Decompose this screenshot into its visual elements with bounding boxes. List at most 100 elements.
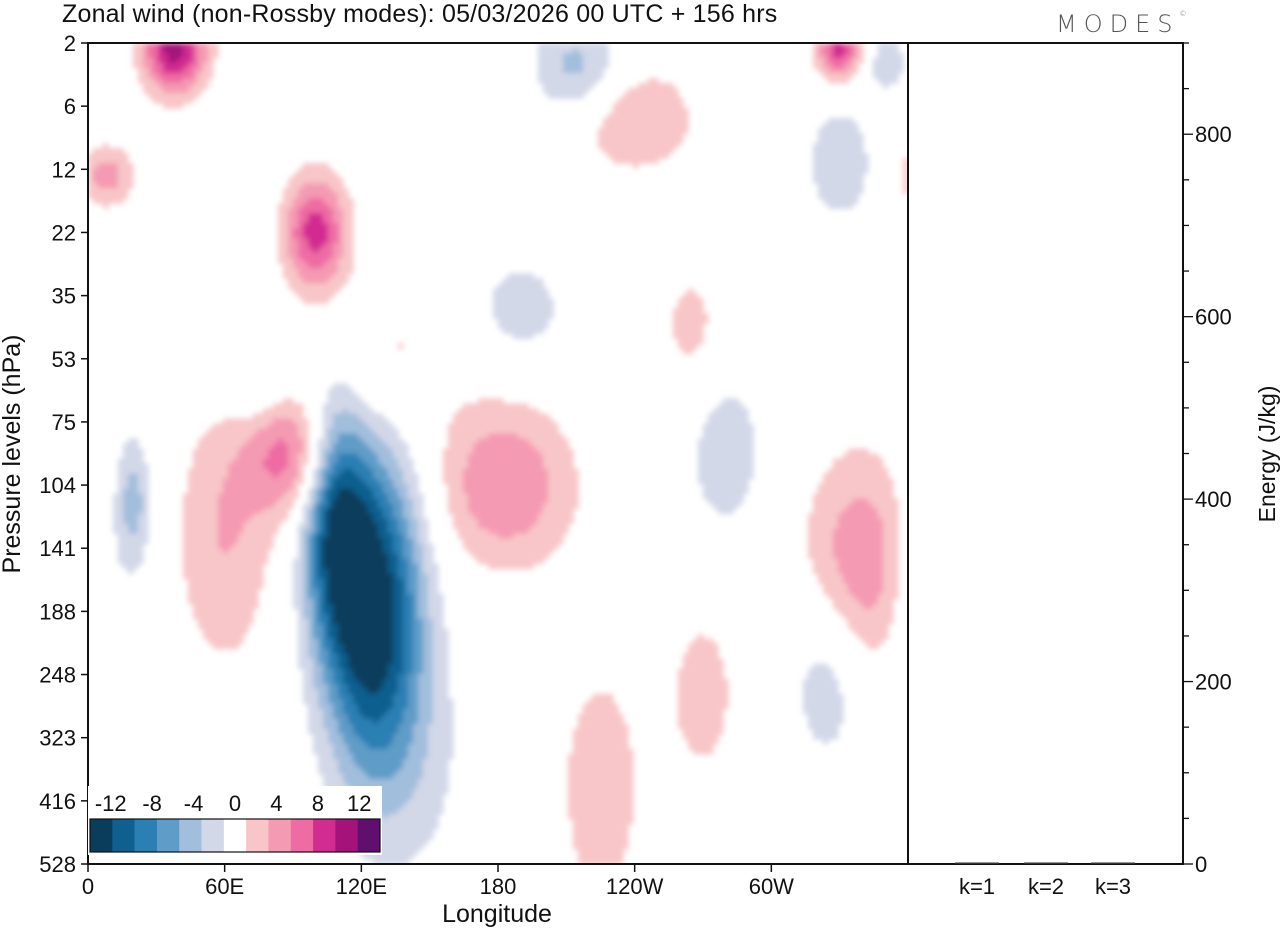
- field-cell: [478, 423, 484, 430]
- field-cell: [868, 593, 874, 600]
- field-cell: [88, 163, 94, 169]
- field-cell: [193, 543, 199, 550]
- field-cell: [523, 553, 529, 560]
- field-cell: [203, 553, 209, 560]
- field-cell: [703, 313, 709, 319]
- field-cell: [643, 138, 649, 144]
- field-cell: [663, 83, 669, 89]
- field-cell: [733, 418, 739, 425]
- field-cell: [228, 513, 234, 520]
- field-cell: [348, 428, 354, 435]
- field-cell: [298, 548, 304, 555]
- field-cell: [863, 488, 869, 495]
- field-cell: [403, 593, 409, 600]
- field-cell: [673, 328, 679, 334]
- field-cell: [598, 73, 604, 79]
- field-cell: [628, 93, 634, 99]
- field-cell: [353, 473, 359, 480]
- field-cell: [338, 233, 344, 239]
- field-cell: [868, 563, 874, 570]
- field-cell: [393, 513, 399, 520]
- field-cell: [273, 438, 279, 445]
- field-cell: [268, 423, 274, 430]
- field-cell: [503, 538, 509, 545]
- field-cell: [743, 413, 749, 420]
- field-cell: [313, 238, 319, 244]
- field-cell: [433, 583, 439, 590]
- field-cell: [813, 538, 819, 545]
- field-cell: [413, 568, 419, 575]
- field-cell: [288, 183, 294, 189]
- field-cell: [493, 418, 499, 425]
- field-cell: [168, 73, 174, 79]
- field-cell: [328, 598, 334, 605]
- field-cell: [318, 573, 324, 580]
- field-cell: [208, 563, 214, 570]
- field-cell: [113, 153, 119, 159]
- field-cell: [743, 438, 749, 445]
- field-cell: [873, 58, 879, 64]
- field-cell: [523, 448, 529, 455]
- field-cell: [668, 138, 674, 144]
- field-cell: [508, 273, 514, 279]
- field-cell: [453, 503, 459, 510]
- field-cell: [228, 608, 234, 615]
- field-cell: [323, 433, 329, 440]
- field-cell: [328, 183, 334, 189]
- field-cell: [348, 488, 354, 495]
- field-cell: [843, 63, 849, 69]
- field-cell: [873, 568, 879, 575]
- field-cell: [418, 548, 424, 555]
- field-cell: [373, 463, 379, 470]
- field-cell: [858, 583, 864, 590]
- field-cell: [213, 428, 219, 435]
- field-cell: [218, 543, 224, 550]
- field-cell: [223, 453, 229, 460]
- field-cell: [678, 343, 684, 349]
- field-cell: [303, 578, 309, 585]
- field-cell: [343, 603, 349, 610]
- field-cell: [468, 453, 474, 460]
- field-cell: [663, 123, 669, 129]
- field-cell: [188, 598, 194, 605]
- field-cell: [863, 563, 869, 570]
- field-cell: [493, 518, 499, 525]
- field-cell: [133, 518, 139, 525]
- field-cell: [598, 63, 604, 69]
- field-cell: [478, 503, 484, 510]
- field-cell: [543, 298, 549, 304]
- field-cell: [343, 193, 349, 199]
- field-cell: [208, 608, 214, 615]
- field-cell: [343, 453, 349, 460]
- field-cell: [623, 93, 629, 99]
- field-cell: [863, 493, 869, 500]
- field-cell: [493, 548, 499, 555]
- field-cell: [333, 508, 339, 515]
- field-cell: [323, 438, 329, 445]
- field-cell: [338, 218, 344, 224]
- field-cell: [343, 523, 349, 530]
- field-cell: [208, 53, 214, 59]
- field-cell: [493, 303, 499, 309]
- field-cell: [323, 413, 329, 420]
- field-cell: [553, 423, 559, 430]
- field-cell: [303, 223, 309, 229]
- field-cell: [393, 613, 399, 620]
- field-cell: [318, 593, 324, 600]
- field-cell: [263, 538, 269, 545]
- field-cell: [133, 478, 139, 485]
- field-cell: [193, 568, 199, 575]
- field-cell: [363, 558, 369, 565]
- field-cell: [423, 603, 429, 610]
- field-cell: [353, 483, 359, 490]
- field-cell: [828, 563, 834, 570]
- field-cell: [533, 288, 539, 294]
- field-cell: [418, 618, 424, 625]
- field-cell: [843, 553, 849, 560]
- field-cell: [813, 508, 819, 515]
- field-cell: [468, 443, 474, 450]
- field-cell: [328, 398, 334, 405]
- field-cell: [408, 628, 414, 635]
- field-cell: [893, 508, 899, 515]
- field-cell: [253, 538, 259, 545]
